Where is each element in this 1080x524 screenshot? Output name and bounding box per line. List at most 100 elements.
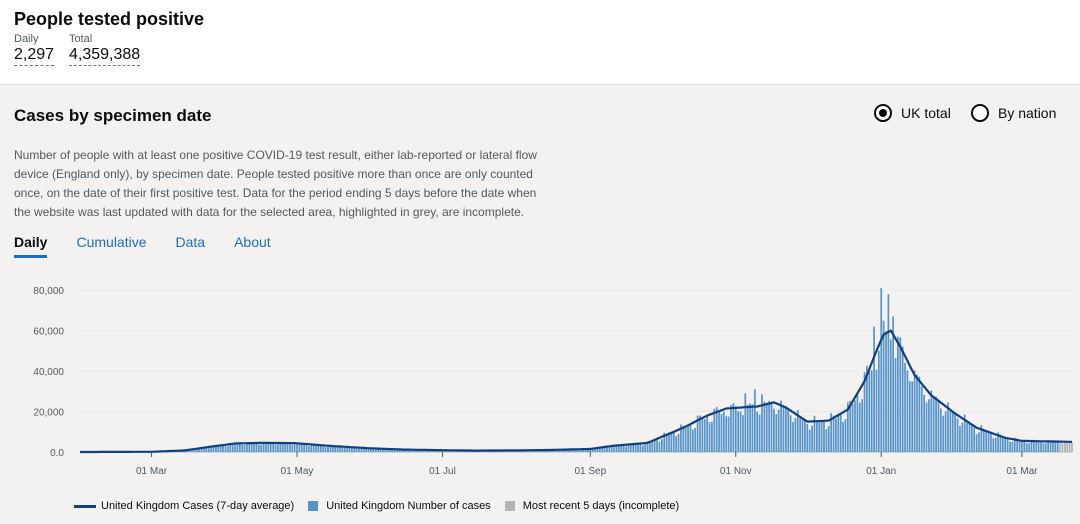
daily-bar	[243, 445, 246, 452]
daily-bar	[982, 429, 985, 452]
daily-bar	[341, 448, 344, 452]
daily-bar	[932, 396, 935, 452]
daily-bar	[408, 450, 410, 452]
daily-bar	[892, 316, 895, 452]
daily-bar	[959, 425, 961, 452]
daily-bar	[739, 411, 742, 452]
daily-bar	[625, 446, 627, 452]
daily-bar	[622, 445, 625, 452]
daily-bar	[763, 401, 766, 452]
legend-bar-swatch	[308, 501, 319, 511]
daily-bar	[904, 362, 906, 452]
daily-bar	[875, 369, 878, 452]
daily-bar	[613, 445, 616, 452]
daily-bar	[1035, 441, 1038, 452]
daily-bar	[973, 427, 976, 452]
daily-bar	[660, 439, 663, 452]
daily-bar	[811, 425, 813, 452]
radio-uk-total-control[interactable]	[874, 104, 892, 122]
daily-bar	[815, 420, 818, 452]
daily-bar	[916, 374, 918, 452]
legend-label-incomplete: Most recent 5 days (incomplete)	[522, 500, 680, 512]
daily-bar	[658, 441, 661, 452]
daily-bar	[966, 421, 968, 452]
daily-bar	[830, 413, 833, 452]
daily-bar	[801, 418, 804, 452]
daily-bar	[312, 443, 315, 452]
daily-bar	[1006, 438, 1009, 452]
daily-bar	[935, 396, 937, 452]
daily-bar	[398, 449, 401, 452]
radio-uk-total[interactable]: UK total	[874, 104, 951, 122]
daily-bar	[732, 403, 735, 452]
daily-bar	[699, 415, 701, 452]
daily-bar	[639, 444, 642, 452]
daily-bar	[997, 432, 999, 452]
daily-value[interactable]: 2,297	[14, 46, 55, 66]
daily-bar	[887, 294, 890, 452]
daily-bar	[372, 448, 375, 452]
daily-bar	[248, 442, 251, 452]
daily-bar	[758, 414, 761, 452]
daily-bar	[823, 422, 825, 452]
daily-bar	[868, 370, 871, 452]
daily-bar	[911, 381, 914, 452]
daily-bar	[722, 411, 725, 452]
daily-bar	[255, 443, 258, 452]
daily-bar	[229, 443, 232, 452]
daily-bar	[665, 434, 668, 452]
daily-bar	[396, 449, 399, 452]
daily-bar	[990, 433, 992, 452]
daily-bar	[925, 402, 928, 452]
daily-bar	[780, 400, 782, 452]
tab-about[interactable]: About	[234, 234, 271, 250]
daily-bar	[334, 446, 337, 452]
daily-bar	[553, 450, 556, 452]
daily-bar	[343, 447, 346, 452]
daily-bar	[706, 416, 709, 452]
radio-by-nation-control[interactable]	[971, 104, 989, 122]
daily-bar	[1009, 441, 1011, 452]
daily-bar	[1037, 442, 1040, 452]
daily-bar	[384, 449, 387, 452]
daily-bar	[279, 442, 282, 452]
daily-bar	[277, 444, 279, 452]
daily-bar	[992, 438, 995, 452]
tab-daily[interactable]: Daily	[14, 234, 48, 258]
daily-bar	[329, 444, 332, 452]
daily-bar	[856, 394, 859, 452]
daily-bar	[207, 448, 210, 452]
daily-bar	[558, 450, 561, 452]
tab-data[interactable]: Data	[175, 234, 206, 250]
daily-bar	[596, 447, 599, 452]
daily-bar	[350, 447, 353, 452]
daily-bar	[1001, 437, 1004, 452]
daily-bar	[563, 449, 565, 452]
daily-bar	[1061, 443, 1064, 452]
daily-bar	[749, 403, 751, 452]
daily-bar	[556, 449, 558, 452]
daily-bar	[939, 408, 942, 452]
tab-cumulative[interactable]: Cumulative	[76, 234, 147, 250]
y-tick-label: 40,000	[33, 367, 64, 378]
radio-by-nation[interactable]: By nation	[971, 104, 1056, 122]
daily-bar	[713, 408, 716, 452]
legend-incomplete-swatch	[504, 501, 515, 511]
card-title: Cases by specimen date	[14, 106, 212, 125]
daily-bar	[768, 400, 771, 452]
daily-bar	[835, 418, 837, 452]
daily-bar	[620, 445, 623, 452]
daily-bar	[365, 447, 368, 452]
daily-bar	[601, 446, 604, 452]
average-line	[80, 329, 1073, 454]
daily-bar	[353, 447, 356, 452]
cases-chart: 0.0 20,000 40,000 60,000 80,000 01 Mar 01 May 0…	[33, 286, 1073, 477]
daily-bar	[923, 394, 926, 452]
daily-bar	[672, 432, 675, 452]
total-value[interactable]: 4,359,388	[69, 46, 141, 66]
daily-bar	[377, 449, 379, 452]
daily-bar	[885, 331, 887, 452]
daily-bar	[775, 414, 778, 452]
daily-bar	[238, 443, 241, 452]
daily-bar	[200, 448, 203, 452]
